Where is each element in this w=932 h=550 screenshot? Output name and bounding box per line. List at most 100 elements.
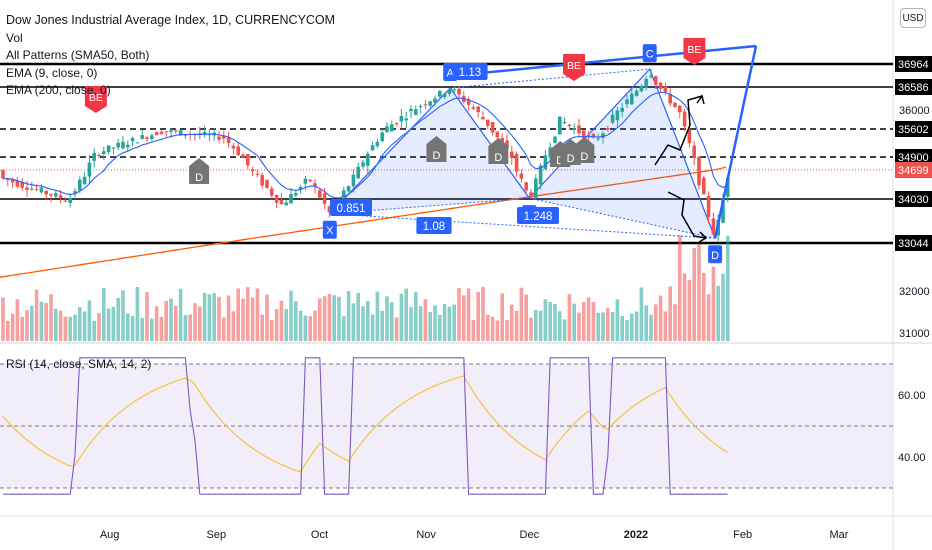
volume-bar bbox=[697, 244, 701, 341]
pattern-point-A: A bbox=[447, 68, 455, 80]
candle-body bbox=[82, 176, 87, 185]
candle-body bbox=[87, 162, 92, 177]
volume-bar bbox=[476, 291, 480, 341]
volume-bar bbox=[318, 298, 322, 341]
volume-bar bbox=[601, 312, 605, 341]
level-label-34030: 34030 bbox=[898, 194, 929, 206]
volume-bar bbox=[716, 285, 720, 341]
candle-body bbox=[438, 90, 442, 97]
candle-body bbox=[68, 198, 72, 203]
volume-bar bbox=[702, 272, 706, 341]
candle-body bbox=[399, 116, 404, 122]
volume-bar bbox=[327, 293, 332, 341]
volume-bar bbox=[447, 306, 452, 341]
time-tick-label-Nov: Nov bbox=[416, 529, 436, 541]
candle-body bbox=[577, 125, 581, 134]
candle-body bbox=[130, 138, 135, 142]
volume-bar bbox=[265, 294, 269, 341]
candle-body bbox=[135, 142, 140, 144]
pattern-point-C: C bbox=[646, 49, 654, 61]
candle-body bbox=[591, 134, 596, 138]
rsi-tick-label-40: 40.00 bbox=[898, 452, 926, 464]
candle-body bbox=[418, 105, 423, 107]
rsi-legend[interactable]: RSI (14, close, SMA, 14, 2) bbox=[6, 357, 152, 371]
candle-body bbox=[63, 200, 68, 202]
volume-bar bbox=[97, 313, 101, 341]
candle-body bbox=[466, 99, 471, 105]
bullish-projection-arrow bbox=[654, 95, 703, 166]
level-label-bg-35602 bbox=[895, 121, 932, 137]
volume-bar bbox=[495, 320, 500, 341]
d-signal-label: D bbox=[195, 172, 203, 184]
volume-bar bbox=[481, 286, 485, 341]
candle-body bbox=[390, 124, 394, 132]
level-label-36586: 36586 bbox=[898, 82, 929, 94]
candle-body bbox=[534, 178, 538, 198]
candle-body bbox=[346, 186, 351, 192]
time-tick-label-Aug: Aug bbox=[100, 529, 120, 541]
level-label-bg-34699 bbox=[895, 162, 932, 178]
volume-bar bbox=[121, 290, 125, 341]
volume-bar bbox=[279, 300, 284, 341]
currency-button[interactable]: USD bbox=[900, 8, 926, 28]
volume-bar bbox=[68, 316, 72, 341]
candle-body bbox=[615, 110, 620, 121]
candle-body bbox=[116, 142, 120, 148]
volume-bar bbox=[726, 235, 730, 341]
time-tick-label-Sep: Sep bbox=[206, 529, 226, 541]
pattern-ratio-line bbox=[450, 68, 650, 89]
volume-bar bbox=[582, 301, 586, 341]
candle-body bbox=[414, 109, 418, 115]
candle-body bbox=[361, 162, 365, 167]
volume-bar bbox=[548, 301, 552, 341]
bearish-projection-arrow bbox=[667, 191, 707, 239]
rsi-tick-label-60: 60.00 bbox=[898, 390, 926, 402]
candle-body bbox=[159, 131, 164, 135]
candle-body bbox=[721, 198, 725, 223]
volume-bar bbox=[102, 287, 106, 341]
ratio-abc: 1.13 bbox=[459, 67, 481, 79]
chart-legend: Dow Jones Industrial Average Index, 1D, … bbox=[6, 12, 335, 100]
bullish-arrowhead bbox=[696, 94, 705, 105]
ratio-bd-bg bbox=[517, 207, 559, 224]
volume-bar bbox=[135, 286, 140, 341]
candle-body bbox=[308, 179, 312, 182]
volume-bar bbox=[615, 299, 620, 341]
candle-body bbox=[294, 192, 298, 196]
legend-vol[interactable]: Vol bbox=[6, 30, 23, 45]
volume-bar bbox=[673, 304, 677, 341]
volume-bar bbox=[654, 304, 658, 341]
volume-bar bbox=[524, 294, 528, 341]
volume-bar bbox=[433, 305, 437, 341]
legend-patterns[interactable]: All Patterns (SMA50, Both) bbox=[6, 48, 150, 62]
volume-bar bbox=[30, 305, 34, 341]
candle-body bbox=[481, 117, 485, 120]
candle-body bbox=[150, 135, 154, 139]
volume-bar bbox=[49, 294, 53, 341]
volume-bar bbox=[183, 315, 188, 341]
volume-bar bbox=[639, 287, 644, 341]
candle-body bbox=[726, 177, 730, 197]
volume-bar bbox=[260, 314, 264, 341]
candle-body bbox=[663, 86, 668, 92]
candle-body bbox=[342, 190, 346, 197]
ratio-abc-bg bbox=[452, 63, 488, 80]
volume-bar bbox=[721, 273, 725, 341]
candle-body bbox=[538, 165, 543, 185]
candle-body bbox=[20, 182, 24, 188]
ema9-line bbox=[2, 91, 729, 199]
volume-bar bbox=[366, 301, 370, 341]
be-signal-label: BE bbox=[89, 92, 103, 104]
volume-bar bbox=[313, 310, 317, 341]
candle-body bbox=[385, 126, 389, 133]
volume-bar bbox=[577, 312, 581, 341]
volume-bar bbox=[188, 314, 192, 341]
legend-ema9[interactable]: EMA (9, close, 0) bbox=[6, 65, 98, 80]
legend-ema200[interactable]: EMA (200, close, 0) bbox=[6, 83, 111, 97]
candle-body bbox=[178, 130, 183, 136]
volume-bar bbox=[174, 305, 178, 341]
candle-body bbox=[639, 86, 644, 92]
candle-body bbox=[447, 89, 452, 94]
candle-body bbox=[495, 131, 500, 138]
